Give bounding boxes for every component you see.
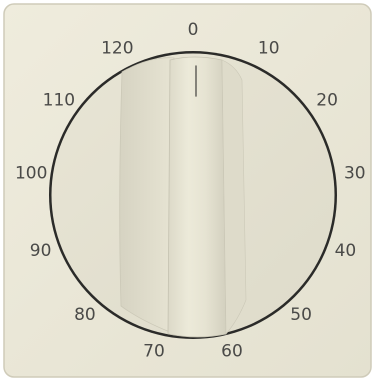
scale-label-60: 60 (221, 341, 243, 361)
knob-right-shoulder (221, 59, 247, 335)
scale-label-30: 30 (344, 163, 366, 183)
scale-label-100: 100 (15, 163, 47, 183)
scale-label-20: 20 (316, 90, 338, 110)
scale-label-70: 70 (143, 341, 165, 361)
scale-label-0: 0 (188, 20, 199, 40)
dial-scale: 0 10 20 30 40 50 60 70 80 90 100 110 120 (15, 20, 366, 361)
rotary-knob[interactable] (119, 56, 247, 338)
scale-label-10: 10 (258, 39, 280, 59)
scale-label-80: 80 (74, 305, 96, 325)
scale-label-50: 50 (290, 305, 312, 325)
knob-grip (167, 56, 227, 338)
scale-label-120: 120 (101, 39, 133, 59)
scale-label-90: 90 (30, 241, 52, 261)
scale-label-110: 110 (43, 90, 75, 110)
scale-label-40: 40 (335, 241, 357, 261)
knob-left-wing (119, 57, 175, 333)
